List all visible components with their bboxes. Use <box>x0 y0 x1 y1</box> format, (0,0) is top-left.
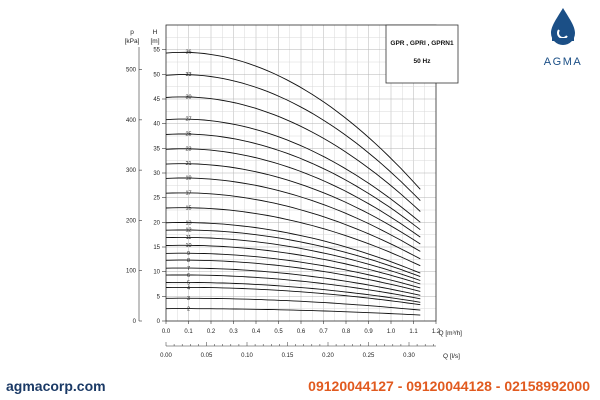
x-axis-label: Q [m³/h] <box>439 330 463 337</box>
curve-11 <box>165 236 421 281</box>
curve-9 <box>165 252 421 289</box>
curve-36 <box>165 51 421 190</box>
h-tick-label: 35 <box>153 146 160 152</box>
q-tick-label: 0.9 <box>364 329 373 335</box>
curve-label: 11 <box>186 235 192 241</box>
q-tick-label: 0.7 <box>319 329 328 335</box>
curve-label: 6 <box>187 273 190 279</box>
h-tick-label: 50 <box>153 72 160 78</box>
p-tick-label: 100 <box>126 269 137 275</box>
q2-tick-label: 0.10 <box>241 353 253 359</box>
curve-label: 10 <box>185 243 191 249</box>
h-tick-label: 30 <box>153 171 160 177</box>
q-tick-label: 0.6 <box>297 329 306 335</box>
curve-17 <box>165 192 421 260</box>
p-tick-label: 0 <box>133 319 137 325</box>
curve-5 <box>165 281 421 303</box>
curve-10 <box>165 244 421 285</box>
h-tick-label: 45 <box>153 97 160 103</box>
curve-label: 17 <box>185 191 191 197</box>
q2-tick-label: 0.30 <box>403 353 415 359</box>
curve-label: 30 <box>185 94 191 100</box>
curve-13 <box>165 222 421 274</box>
h-tick-label: 55 <box>153 48 160 54</box>
h-tick-label: 20 <box>153 220 160 226</box>
q2-tick-label: 0.25 <box>363 353 375 359</box>
curve-15 <box>165 207 421 267</box>
q2-tick-label: 0.05 <box>201 353 213 359</box>
curve-label: 36 <box>185 50 191 56</box>
curve-label: 2 <box>187 307 190 313</box>
h-tick-label: 0 <box>157 319 161 325</box>
legend-title: GPR , GPRI , GPRN1 <box>390 40 454 47</box>
curve-12 <box>165 229 421 278</box>
agma-logo-icon <box>551 8 575 45</box>
p-tick-label: 200 <box>126 218 137 224</box>
h-tick-label: 5 <box>157 294 161 300</box>
curve-33 <box>165 74 421 201</box>
curve-21 <box>165 163 421 245</box>
curve-4 <box>165 286 421 306</box>
q-tick-label: 0.4 <box>252 329 261 335</box>
curve-label: 23 <box>185 146 191 152</box>
h-axis-title: H <box>153 29 158 36</box>
curve-7 <box>165 267 421 296</box>
legend-frequency: 50 Hz <box>414 58 432 65</box>
p-axis-title: p <box>130 29 134 36</box>
h-tick-label: 25 <box>153 196 160 202</box>
footer-phones: 09120044127 - 09120044128 - 02158992000 <box>308 378 590 394</box>
curve-label: 9 <box>187 251 190 257</box>
q-tick-label: 0.3 <box>229 329 238 335</box>
curve-label: 5 <box>187 280 190 286</box>
q2-tick-label: 0.15 <box>282 353 294 359</box>
curve-label: 4 <box>187 285 190 291</box>
curve-label: 21 <box>185 161 191 167</box>
axes-group: 051015202530354045505501002003004005000.… <box>126 47 441 359</box>
q2-tick-label: 0.20 <box>322 353 334 359</box>
curve-label: 33 <box>185 72 191 78</box>
p-tick-label: 300 <box>126 168 137 174</box>
h-tick-label: 15 <box>153 245 160 251</box>
curve-2 <box>165 308 421 316</box>
q-tick-label: 1.1 <box>409 329 418 335</box>
q-tick-label: 1.0 <box>387 329 396 335</box>
q-tick-label: 0.5 <box>274 329 283 335</box>
curve-label: 8 <box>187 258 190 264</box>
curve-8 <box>165 259 421 292</box>
curve-25 <box>165 133 421 231</box>
curve-27 <box>165 118 421 223</box>
q-tick-label: 0.0 <box>162 329 171 335</box>
brand-name: AGMA <box>543 56 583 68</box>
curve-label: 12 <box>185 228 191 234</box>
p-axis-unit: [kPa] <box>125 38 140 45</box>
curve-3 <box>166 297 421 311</box>
curve-label: 7 <box>187 266 190 272</box>
curve-label: 19 <box>185 176 191 182</box>
curve-label: 25 <box>185 131 191 137</box>
p-tick-label: 500 <box>126 68 137 74</box>
curve-30 <box>165 96 421 212</box>
h-axis-unit: [m] <box>150 38 159 45</box>
footer-website[interactable]: agmacorp.com <box>6 378 106 394</box>
curve-6 <box>165 274 421 300</box>
legend-box <box>385 24 459 84</box>
curve-label: 15 <box>185 205 191 211</box>
curve-19 <box>165 177 421 252</box>
h-tick-label: 40 <box>153 122 160 128</box>
q-tick-label: 0.8 <box>342 329 351 335</box>
q-tick-label: 0.2 <box>207 329 216 335</box>
q2-tick-label: 0.00 <box>160 353 172 359</box>
h-tick-label: 10 <box>153 270 160 276</box>
curve-label: 13 <box>185 220 191 226</box>
p-tick-label: 400 <box>126 118 137 124</box>
curve-label: 3 <box>187 296 190 302</box>
curve-23 <box>165 148 421 238</box>
q-tick-label: 1.2 <box>432 329 441 335</box>
curve-label: 27 <box>185 117 191 123</box>
x2-axis-label: Q [l/s] <box>443 353 460 360</box>
q-tick-label: 0.1 <box>184 329 193 335</box>
